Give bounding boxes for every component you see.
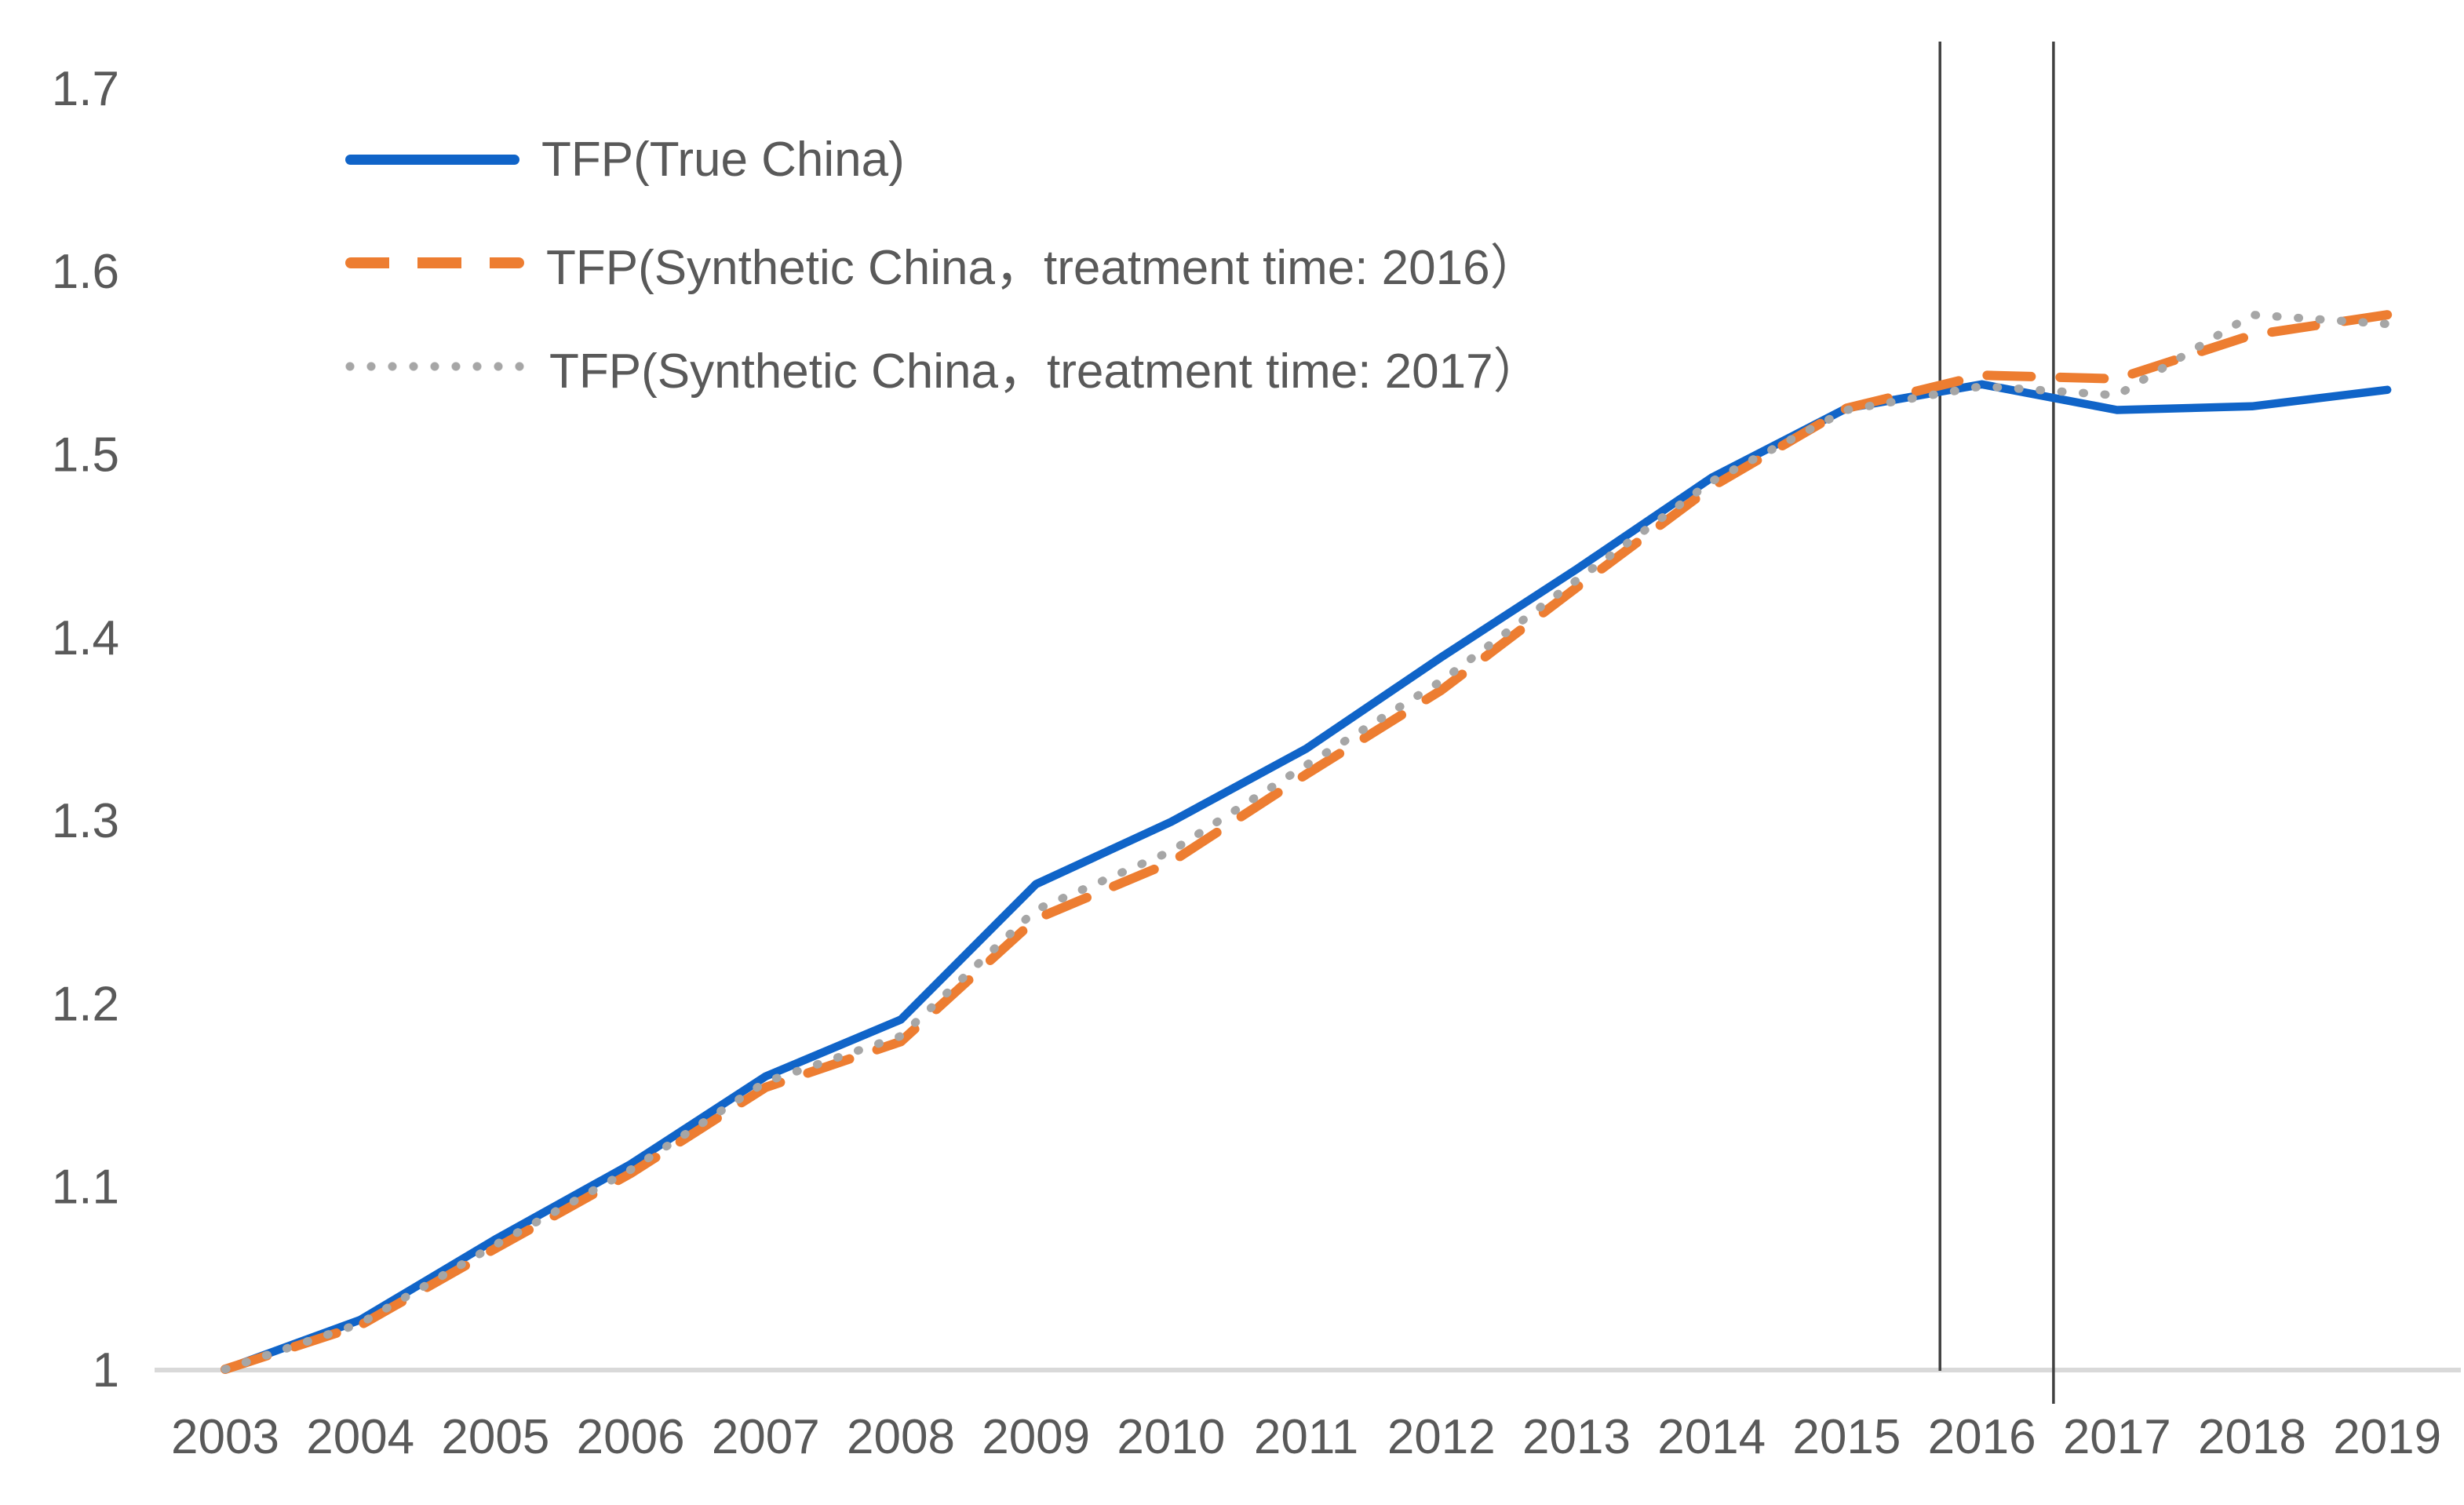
x-axis-tick-label: 2018 xyxy=(2198,1410,2306,1464)
y-axis-tick-label: 1.7 xyxy=(52,62,119,116)
series-line-dotted xyxy=(221,310,2392,1374)
x-axis-tick-label: 2013 xyxy=(1522,1410,1631,1464)
legend-item-synthetic-2017: TFP(Synthetic China，treatment time: 2017… xyxy=(345,337,1542,399)
y-axis-tick-label: 1.1 xyxy=(52,1161,119,1215)
series-line-dashed xyxy=(221,310,2393,1374)
legend-label: TFP(Synthetic China，treatment time: 2017… xyxy=(549,344,1542,399)
y-axis-tick-label: 1.5 xyxy=(52,428,119,483)
dotted-line-swatch-icon xyxy=(345,362,527,371)
x-axis-tick-label: 2017 xyxy=(2063,1410,2171,1464)
x-axis-tick-label: 2010 xyxy=(1117,1410,1225,1464)
x-axis-tick-label: 2008 xyxy=(847,1410,955,1464)
y-axis-tick-label: 1.3 xyxy=(52,794,119,848)
series-line-solid xyxy=(221,380,2392,1374)
x-axis-tick-label: 2007 xyxy=(712,1410,820,1464)
y-axis-tick-label: 1.4 xyxy=(52,611,119,665)
y-axis-tick-label: 1.2 xyxy=(52,977,119,1031)
x-axis-tick-label: 2012 xyxy=(1387,1410,1496,1464)
x-axis-tick-label: 2019 xyxy=(2333,1410,2441,1464)
x-axis-tick-label: 2014 xyxy=(1657,1410,1766,1464)
y-axis-tick-label: 1.6 xyxy=(52,245,119,299)
y-axis-tick-label: 1 xyxy=(93,1343,119,1398)
solid-line-swatch-icon xyxy=(345,154,519,165)
x-axis-tick-label: 2015 xyxy=(1792,1410,1901,1464)
x-axis-tick-label: 2011 xyxy=(1254,1410,1358,1464)
x-axis-tick-label: 2004 xyxy=(306,1410,414,1464)
legend-label: TFP(True China) xyxy=(541,132,905,187)
dashed-line-swatch-icon xyxy=(345,257,524,268)
x-axis-tick-label: 2016 xyxy=(1928,1410,2036,1464)
legend-item-true-china: TFP(True China) xyxy=(345,129,905,189)
legend-label: TFP(Synthetic China，treatment time: 2016… xyxy=(546,241,1539,295)
x-axis-tick-label: 2005 xyxy=(441,1410,549,1464)
x-axis-tick-label: 2006 xyxy=(577,1410,685,1464)
legend-item-synthetic-2016: TFP(Synthetic China，treatment time: 2016… xyxy=(345,233,1539,295)
x-axis-tick-label: 2009 xyxy=(982,1410,1090,1464)
x-axis-tick-label: 2003 xyxy=(171,1410,279,1464)
